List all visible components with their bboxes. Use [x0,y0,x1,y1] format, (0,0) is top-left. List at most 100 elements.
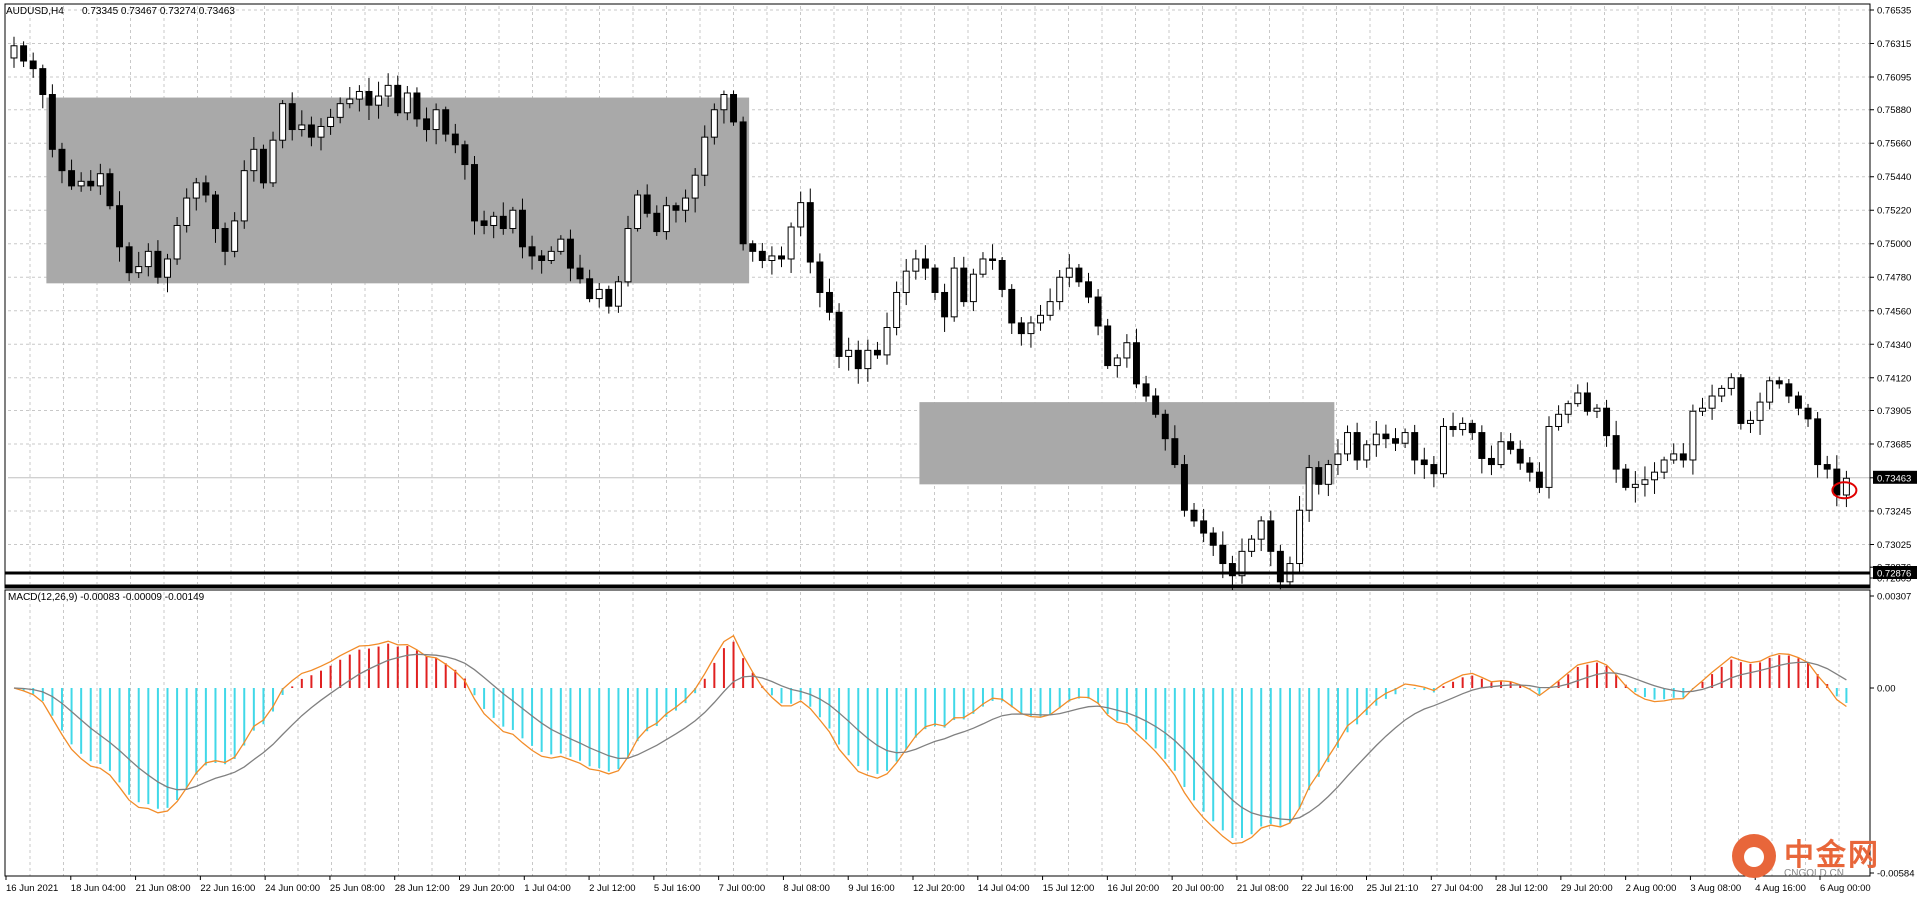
candle-bull [355,90,363,100]
candle-bear [921,258,929,269]
time-tick-label: 9 Jul 16:00 [848,883,894,894]
candle-bear [758,250,766,261]
candle-bear [1142,383,1150,397]
candle-bull [336,103,344,118]
candle-bull [1037,314,1045,324]
range-box [919,402,1335,485]
candle-bear [202,182,210,196]
candle-bull [1564,403,1572,415]
candle-bear [1526,462,1534,473]
candle-bear [1152,395,1160,415]
candle-bull [1497,441,1505,466]
candle-bear [1085,281,1092,298]
macd-grid [29,592,1840,876]
time-tick-label: 2 Aug 00:00 [1626,883,1677,894]
candle-bull [164,258,171,278]
candle-bear [1075,267,1083,283]
candle-bull [1324,464,1332,485]
candle-bull [864,349,872,370]
candle-bear [307,124,315,138]
candle-bull [1439,425,1447,475]
current-price-box [1873,470,1917,484]
candle-bear [1823,464,1831,470]
chart-ohlc-label: 0.73345 0.73467 0.73274 0.73463 [82,6,235,17]
candle-bull [1545,425,1553,488]
candle-bull [1257,520,1265,540]
candle-bull [403,92,411,114]
candle-bull [135,266,143,274]
candle-bull [279,103,287,141]
candle-bear [125,246,133,274]
candle-bear [873,349,881,356]
time-tick-label: 7 Jul 00:00 [719,883,765,894]
candle-bear [20,45,28,62]
candle-bear [1478,432,1486,459]
price-tick-label: 0.75220 [1877,206,1911,217]
candle-bear [106,173,114,207]
candle-bull [346,98,354,105]
candle-bull [1631,483,1639,488]
candle-bull [950,267,958,318]
candle-bull [624,228,632,283]
time-tick-label: 21 Jun 08:00 [136,883,191,894]
candle-bear [451,133,459,146]
candle-bear [1219,544,1227,565]
price-tick-label: 0.74120 [1877,373,1911,384]
price-tick-label: 0.75440 [1877,172,1911,183]
time-tick-label: 2 Jul 12:00 [589,883,635,894]
candle-bull [250,148,258,172]
candle-bull [1651,471,1659,481]
candle-bear [998,259,1006,290]
time-tick-label: 18 Jun 04:00 [71,883,126,894]
macd-tick-label: -0.00584 [1877,869,1915,880]
candle-bull [1334,453,1342,466]
candle-bear [394,84,402,114]
candle-bull [902,270,910,293]
candle-bear [1276,550,1284,583]
candle-bear [1420,459,1428,466]
macd-label: MACD(12,26,9) -0.00083 -0.00009 -0.00149 [8,592,205,603]
candle-bear [116,205,124,248]
candle-bear [48,94,56,150]
range-box [46,97,750,284]
candle-bear [643,194,651,214]
candle-bull [845,349,853,357]
candle-bull [173,224,181,260]
candle-bear [1190,509,1198,522]
signal-line [13,653,1847,821]
watermark-title: 中金网 [1784,839,1880,872]
candle-bull [1363,444,1371,461]
candle-bear [471,164,478,222]
candle-bear [538,255,546,261]
candle-bull [1372,433,1380,446]
candle-bear [442,109,450,135]
candle-bear [480,220,488,226]
time-tick-label: 29 Jun 20:00 [460,883,515,894]
candle-bull [547,250,555,261]
axes: 0.76535 0.76315 0.76095 0.75880 0.75660 0.754… [4,3,1917,894]
time-tick-label: 25 Jul 21:10 [1367,883,1419,894]
price-tick-label: 0.75000 [1877,239,1911,250]
time-tick-label: 22 Jun 16:00 [200,883,255,894]
time-tick-label: 24 Jun 00:00 [265,883,320,894]
time-tick-label: 20 Jul 00:00 [1172,883,1224,894]
candle-bull [1459,422,1467,431]
candle-bear [499,215,507,230]
macd-line [13,634,1847,845]
time-tick-label: 21 Jul 08:00 [1237,883,1289,894]
candle-bull [768,255,776,261]
candle-bear [1612,435,1620,470]
candle-bear [1180,464,1188,511]
candle-bear [1535,471,1543,488]
candle-bear [1603,407,1611,437]
time-tick-label: 16 Jul 20:00 [1107,883,1159,894]
candle-bear [1449,425,1457,431]
watermark-subtitle: CNGOLD.CN [1784,868,1845,879]
candle-bear [1008,288,1016,324]
candle-bull [557,238,565,252]
macd-tick-label: 0.00 [1877,684,1896,695]
candle-bear [1411,432,1419,461]
candle-bear [288,103,296,131]
candle-bull [375,95,383,106]
candle-bull [1401,432,1409,444]
